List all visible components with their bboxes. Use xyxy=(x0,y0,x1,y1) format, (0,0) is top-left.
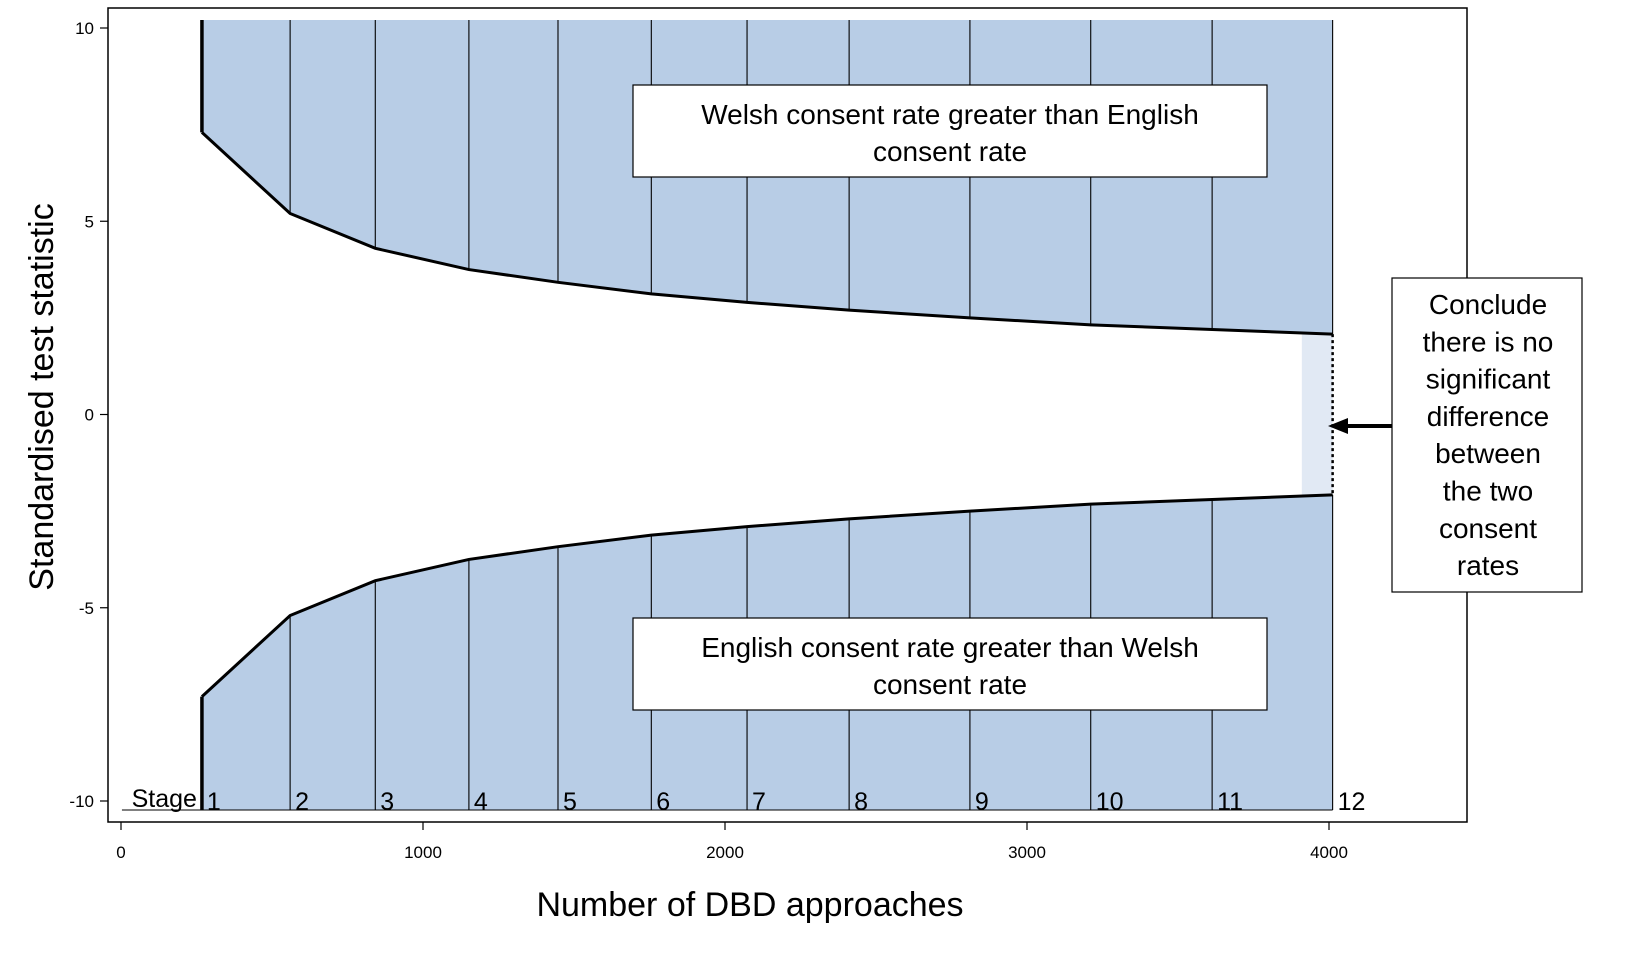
conclusion-line: there is no xyxy=(1423,326,1554,357)
conclusion-line: Conclude xyxy=(1429,289,1547,320)
stage-number-label: 1 xyxy=(207,788,221,816)
conclusion-text: Conclude there is no significant difference… xyxy=(1423,289,1554,581)
arrow-head xyxy=(1328,418,1348,434)
x-tick-label: 0 xyxy=(116,843,125,862)
stage-number-label: 12 xyxy=(1338,788,1366,816)
upper-region-label-line2: consent rate xyxy=(873,136,1027,167)
lower-region-box-frame xyxy=(632,617,1268,711)
stage-prefix-label: Stage xyxy=(132,785,197,813)
y-tick-label: -10 xyxy=(69,792,94,811)
conclusion-box-frame xyxy=(1391,277,1583,593)
y-axis-title: Standardised test statistic xyxy=(23,203,61,590)
stage-number-label: 7 xyxy=(752,788,766,816)
y-tick-label: 0 xyxy=(85,406,94,425)
x-tick-label: 1000 xyxy=(404,843,442,862)
stage-number-label: 11 xyxy=(1217,788,1243,816)
stage-labels: Stage 1 2 3 4 5 6 7 8 9 10 11 12 xyxy=(132,785,1366,816)
conclusion-line: consent xyxy=(1439,513,1537,544)
lower-region-label-line2: consent rate xyxy=(873,669,1027,700)
stage-number-label: 3 xyxy=(380,788,394,816)
stage-number-label: 10 xyxy=(1096,788,1124,816)
upper-boundary xyxy=(200,131,1333,336)
x-tick-label: 2000 xyxy=(706,843,744,862)
lower-region-label-line1: English consent rate greater than Welsh xyxy=(701,632,1199,663)
upper-region-box-frame xyxy=(632,84,1268,178)
conclusion-line: the two xyxy=(1443,476,1533,507)
y-tick-label: 10 xyxy=(75,19,94,38)
conclusion-line: significant xyxy=(1426,364,1551,395)
x-tick-label: 4000 xyxy=(1310,843,1348,862)
x-axis-title: Number of DBD approaches xyxy=(536,886,963,924)
stage-number-label: 4 xyxy=(474,788,488,816)
stage-number-label: 9 xyxy=(975,788,989,816)
y-tick-label: 5 xyxy=(85,212,94,231)
lower-boundary xyxy=(200,493,1333,698)
boundary-lines xyxy=(200,20,1333,810)
lower-region-box: English consent rate greater than Welsh … xyxy=(632,617,1268,711)
upper-region-label-line1: Welsh consent rate greater than English xyxy=(701,99,1199,130)
stage-number-label: 2 xyxy=(295,788,309,816)
stage-number-label: 8 xyxy=(854,788,868,816)
conclusion-arrow xyxy=(1328,418,1392,434)
axes: 0 1000 2000 3000 4000 10 5 0 -5 -10 xyxy=(69,19,1347,862)
conclusion-note: Conclude there is no significant difference… xyxy=(1391,277,1583,593)
conclusion-line: difference xyxy=(1427,401,1549,432)
conclusion-line: rates xyxy=(1457,550,1519,581)
no-difference-region xyxy=(1301,334,1333,495)
x-tick-label: 3000 xyxy=(1008,843,1046,862)
upper-region-box: Welsh consent rate greater than English … xyxy=(632,84,1268,178)
conclusion-line: between xyxy=(1435,438,1541,469)
y-tick-label: -5 xyxy=(79,599,94,618)
stage-number-label: 6 xyxy=(656,788,670,816)
stage-number-label: 5 xyxy=(563,788,577,816)
